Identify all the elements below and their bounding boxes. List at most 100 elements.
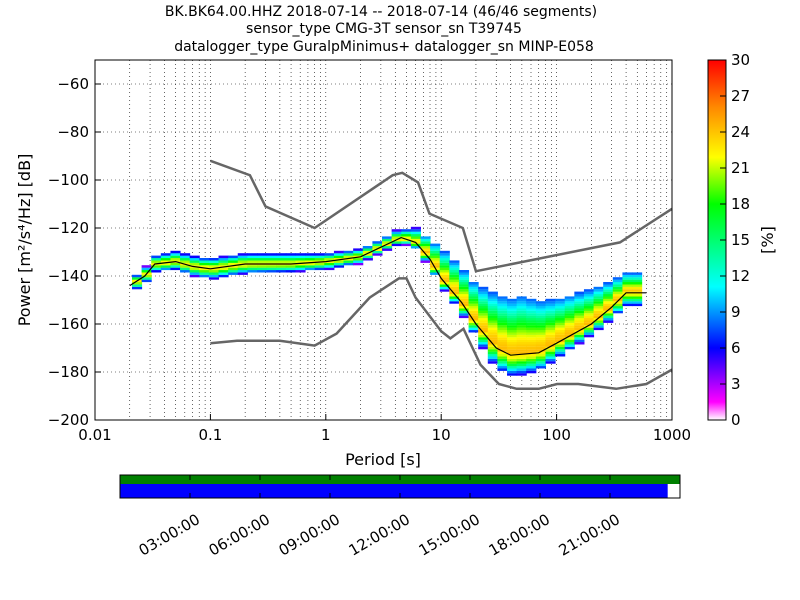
histogram-cell: [507, 346, 518, 350]
histogram-cell: [276, 267, 287, 271]
histogram-cell: [555, 349, 566, 352]
histogram-cell: [535, 339, 546, 343]
histogram-cell: [487, 313, 498, 316]
histogram-cell: [160, 265, 171, 268]
histogram-cell: [507, 370, 518, 374]
histogram-cell: [353, 262, 364, 266]
histogram-cell: [583, 332, 595, 335]
histogram-cell: [266, 258, 277, 261]
histogram-cell: [478, 320, 489, 323]
histogram-cell: [199, 265, 210, 268]
colorbar-tick-label: 30: [731, 51, 750, 69]
histogram-cell: [564, 339, 575, 343]
histogram-cell: [343, 255, 354, 259]
histogram-cell: [170, 265, 181, 268]
histogram-cell: [295, 253, 306, 256]
histogram-cell: [439, 265, 450, 268]
histogram-cell: [564, 315, 575, 319]
histogram-cell: [526, 313, 537, 316]
histogram-cell: [555, 334, 566, 338]
histogram-cell: [189, 267, 200, 271]
histogram-cell: [478, 315, 489, 319]
histogram-cell: [535, 346, 546, 350]
histogram-cell: [449, 260, 460, 263]
histogram-cell: [583, 308, 595, 311]
histogram-cell: [333, 255, 345, 259]
histogram-cell: [468, 301, 479, 304]
histogram-cell: [545, 310, 556, 314]
histogram-cell: [497, 306, 508, 309]
histogram-cell: [507, 322, 518, 326]
coverage-timeline: 03:00:00 06:00:00 09:00:00 12:00:00 15:00:00…: [119, 474, 681, 560]
histogram-cell: [276, 270, 287, 273]
histogram-cell: [535, 315, 546, 319]
histogram-cell: [478, 308, 489, 311]
histogram-cell: [228, 255, 239, 259]
histogram-cell: [507, 332, 518, 335]
histogram-cell: [410, 243, 421, 247]
histogram-cell: [353, 253, 364, 256]
histogram-cell: [401, 243, 412, 247]
histogram-cell: [439, 255, 450, 259]
histogram-cell: [314, 255, 325, 259]
x-axis-label: Period [s]: [345, 450, 421, 469]
histogram-cell: [458, 286, 470, 290]
histogram-cell: [131, 282, 143, 285]
histogram-cell: [266, 265, 277, 268]
histogram-cell: [526, 303, 537, 307]
histogram-cell: [151, 265, 162, 268]
histogram-cell: [478, 337, 489, 340]
histogram-cell: [333, 250, 345, 254]
histogram-cell: [189, 274, 200, 278]
histogram-cell: [295, 265, 306, 268]
histogram-cell: [430, 262, 441, 266]
histogram-cell: [507, 351, 518, 355]
histogram-cell: [632, 301, 643, 304]
histogram-cell: [256, 270, 268, 273]
histogram-cell: [574, 298, 585, 302]
histogram-cell: [458, 313, 470, 316]
histogram-cell: [507, 308, 518, 311]
x-ticks: 0.01 0.1 1 10 100 1000: [78, 414, 691, 444]
histogram-cell: [574, 313, 585, 316]
x-tick-label: 10: [432, 426, 451, 444]
histogram-cell: [353, 258, 364, 261]
histogram-cell: [583, 294, 595, 297]
histogram-cell: [526, 342, 537, 345]
histogram-cell: [555, 325, 566, 328]
colorbar-tick-label: 21: [731, 159, 750, 177]
nlnm-noise-model-line: [210, 277, 673, 391]
histogram-cell: [237, 255, 248, 259]
histogram-cell: [612, 310, 623, 314]
histogram-cell: [545, 306, 556, 309]
histogram-cell: [199, 274, 210, 278]
histogram-cell: [180, 260, 191, 263]
histogram-cell: [593, 291, 604, 295]
histogram-cell: [449, 296, 460, 299]
histogram-cell: [180, 267, 191, 271]
histogram-cell: [593, 298, 604, 302]
histogram-cell: [535, 366, 546, 369]
histogram-cell: [468, 284, 479, 287]
histogram-cell: [478, 339, 489, 343]
histogram-cell: [535, 342, 546, 345]
x-tick-label: 1: [321, 426, 331, 444]
colorbar-tick-label: 3: [731, 375, 741, 393]
histogram-cell: [555, 318, 566, 321]
histogram-cell: [593, 303, 604, 307]
histogram-cell: [497, 318, 508, 321]
histogram-cell: [555, 322, 566, 326]
histogram-cell: [314, 262, 325, 266]
histogram-cell: [545, 356, 556, 359]
histogram-cell: [507, 363, 518, 367]
histogram-cell: [449, 272, 460, 275]
histogram-cell: [622, 277, 633, 280]
histogram-cell: [208, 265, 220, 268]
histogram-cell: [574, 320, 585, 323]
histogram-cell: [555, 346, 566, 350]
histogram-cell: [151, 270, 162, 273]
histogram-cell: [160, 253, 171, 256]
histogram-cell: [593, 315, 604, 319]
histogram-cell: [535, 349, 546, 352]
